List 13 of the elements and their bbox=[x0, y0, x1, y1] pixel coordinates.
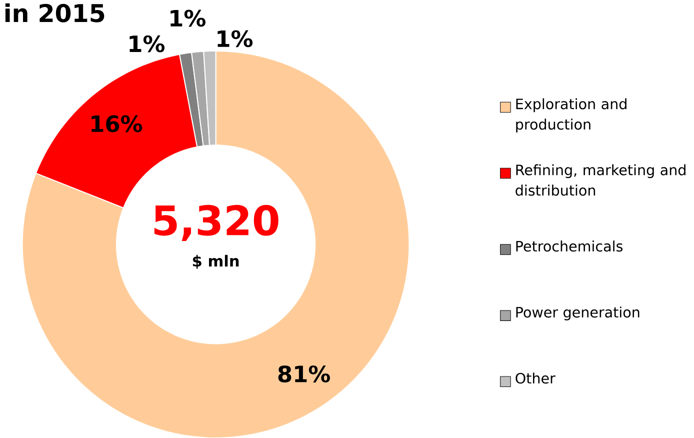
data-label: 1% bbox=[218, 30, 253, 47]
legend-label: Power generation bbox=[516, 306, 640, 320]
legend-label: Exploration and production bbox=[516, 98, 626, 132]
legend-label: Petrochemicals bbox=[516, 240, 623, 252]
text: 5,320 bbox=[154, 204, 278, 241]
data-label: 16% bbox=[92, 115, 142, 132]
chart-title: in 2015 bbox=[5, 3, 104, 22]
data-label: 81% bbox=[278, 365, 330, 382]
text: $ mln bbox=[192, 254, 239, 269]
legend-label: Other bbox=[516, 372, 556, 384]
data-label: 1% bbox=[130, 35, 165, 52]
data-label: 1% bbox=[170, 10, 206, 27]
legend-label: Refining, marketing and distribution bbox=[516, 164, 686, 196]
